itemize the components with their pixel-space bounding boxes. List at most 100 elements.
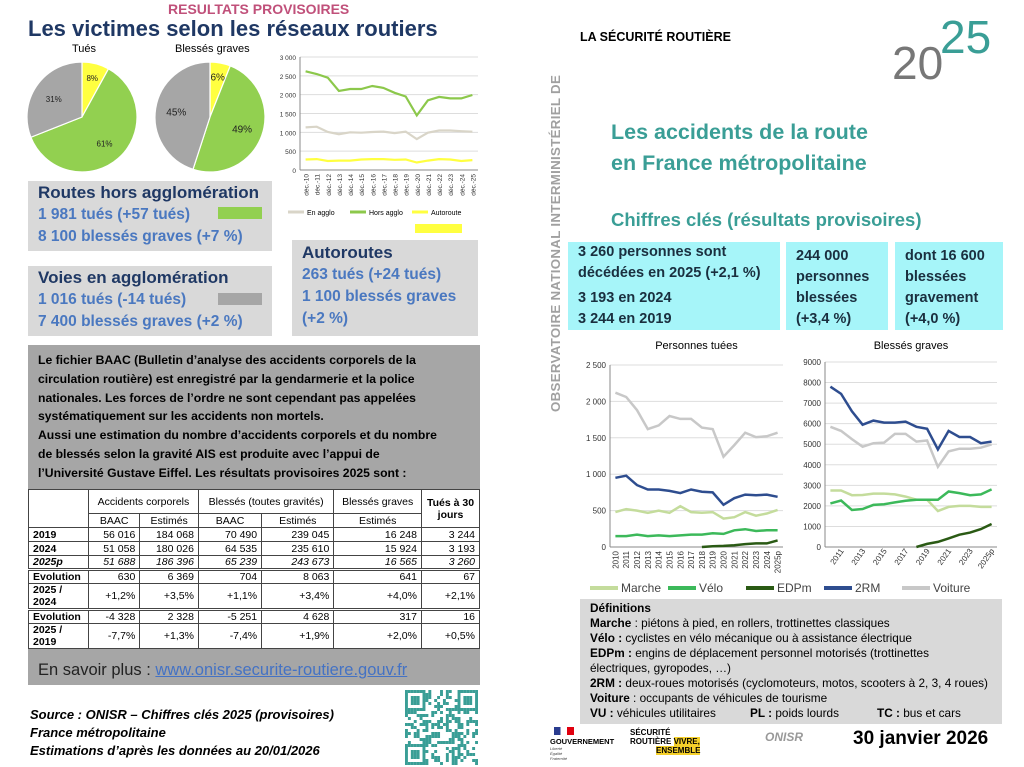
qr-module xyxy=(463,747,467,750)
qr-module xyxy=(475,720,478,723)
qr-module xyxy=(407,723,411,726)
series-line-vélo xyxy=(615,527,778,538)
qr-module xyxy=(437,726,441,729)
gouvernement-logo: GOUVERNEMENT Liberté Égalité Fraternité xyxy=(550,727,614,761)
qr-module xyxy=(475,696,478,699)
sub-estimes: Estimés xyxy=(261,513,335,528)
hors-agglo-tues: 1 981 tués (+57 tués) xyxy=(38,206,191,223)
series-line-edpm xyxy=(916,522,993,549)
x-tick-label: 2023 xyxy=(752,550,761,568)
qr-code[interactable] xyxy=(405,690,478,765)
qr-module xyxy=(422,702,426,705)
table-cell: +0,5% xyxy=(421,623,480,649)
qr-module xyxy=(428,741,432,744)
key-line: blessées xyxy=(796,290,858,306)
qr-module xyxy=(466,723,470,726)
y-tick-label: 1 000 xyxy=(586,470,607,479)
qr-module xyxy=(445,756,449,759)
qr-module xyxy=(434,756,438,759)
qr-module xyxy=(445,714,449,717)
qr-module xyxy=(422,708,426,711)
qr-module xyxy=(457,723,461,726)
qr-module xyxy=(445,747,449,750)
table-cell: 4 628 xyxy=(261,608,335,624)
pie-label: 6% xyxy=(211,72,226,83)
qr-module xyxy=(422,759,426,762)
def-term: Marche xyxy=(590,616,632,630)
qr-module xyxy=(437,708,441,711)
page-title: Les victimes selon les réseaux routiers xyxy=(28,16,438,41)
qr-module xyxy=(425,762,429,765)
qr-module xyxy=(451,717,455,720)
qr-module xyxy=(410,702,414,705)
qr-module xyxy=(448,711,452,714)
x-tick-label: 2021 xyxy=(730,550,739,568)
qr-module xyxy=(475,699,478,702)
key-line: dont 16 600 xyxy=(905,248,985,264)
qr-module xyxy=(469,717,473,720)
table-row: 2025 / 2019 -7,7% +1,3% -7,4% +1,9% +2,0% +0,5… xyxy=(28,623,480,649)
sub-estimes: Estimés xyxy=(333,513,422,528)
table-cell: 64 535 xyxy=(197,541,263,556)
qr-module xyxy=(405,696,408,699)
qr-module xyxy=(460,738,464,741)
qr-module xyxy=(410,756,414,759)
x-tick-label: 2012 xyxy=(633,550,642,568)
qr-module xyxy=(440,693,443,696)
qr-module xyxy=(410,696,414,699)
qr-module xyxy=(405,705,408,708)
qr-module xyxy=(451,732,455,735)
qr-module xyxy=(413,732,417,735)
table-cell: +3,5% xyxy=(139,583,199,610)
qr-module xyxy=(466,690,470,693)
series-line-edpm xyxy=(701,539,778,549)
autoroutes-blesses: 1 100 blessés graves xyxy=(302,288,457,305)
key-seriously-injured: dont 16 600 blessées gravement (+4,0 %) xyxy=(895,242,1003,330)
agglo-swatch xyxy=(218,293,262,305)
key-line: (+4,0 %) xyxy=(905,311,961,327)
table-cell: 67 xyxy=(421,568,480,584)
x-tick-label: déc.-17 xyxy=(381,174,388,196)
x-tick-label: 2017 xyxy=(893,547,911,567)
qr-module xyxy=(445,693,449,696)
x-tick-label: déc.-21 xyxy=(426,174,433,196)
x-tick-label: 2010 xyxy=(611,550,620,568)
qr-module xyxy=(442,699,446,702)
header-brand: LA SÉCURITÉ ROUTIÈRE xyxy=(580,30,731,44)
series-line-en-agglo xyxy=(305,125,473,141)
x-tick-label: déc.-24 xyxy=(459,174,466,196)
qr-module xyxy=(457,756,461,759)
y-tick-label: 2 000 xyxy=(586,397,607,406)
qr-module xyxy=(416,762,420,765)
qr-module xyxy=(437,759,441,762)
y-tick-label: 1000 xyxy=(803,522,821,531)
qr-module xyxy=(457,702,461,705)
x-tick-label: 2021 xyxy=(936,547,954,567)
x-tick-label: 2025p xyxy=(976,547,996,571)
qr-module xyxy=(460,744,464,747)
qr-module xyxy=(413,711,417,714)
qr-module xyxy=(475,762,478,765)
qr-module xyxy=(445,690,449,693)
qr-module xyxy=(445,726,449,729)
table-cell: 704 xyxy=(197,568,263,584)
hors-agglo-swatch xyxy=(218,207,262,219)
onisr-link[interactable]: www.onisr.securite-routiere.gouv.fr xyxy=(155,661,408,679)
qr-module xyxy=(457,717,461,720)
agglo-blesses: 7 400 blessés graves (+2 %) xyxy=(38,313,243,330)
key-line: gravement xyxy=(905,290,979,306)
publication-date: 30 janvier 2026 xyxy=(853,728,989,749)
autoroutes-title: Autoroutes xyxy=(302,243,393,262)
qr-module xyxy=(451,747,455,750)
source-note: Source : ONISR – Chiffres clés 2025 (pro… xyxy=(30,706,334,760)
qr-module xyxy=(410,726,414,729)
definition-item: EDPm : engins de déplacement personnel m… xyxy=(590,646,992,661)
qr-module xyxy=(434,732,438,735)
qr-module xyxy=(422,699,426,702)
qr-module xyxy=(422,738,426,741)
x-tick-label: 2024 xyxy=(763,550,772,568)
qr-module xyxy=(469,708,473,711)
def-last-line: VU : véhicules utilitaires PL : poids lo… xyxy=(590,706,992,721)
qr-module xyxy=(472,732,476,735)
qr-module xyxy=(425,714,429,717)
